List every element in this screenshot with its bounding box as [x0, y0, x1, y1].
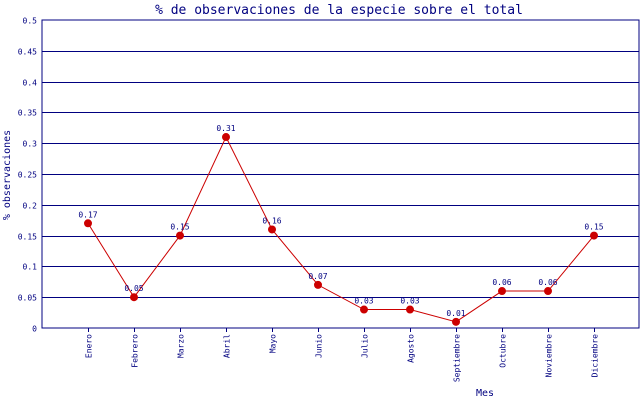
y-tick-label: 0.4	[23, 79, 38, 88]
data-label: 0.01	[446, 309, 465, 318]
y-tick-label: 0.25	[18, 171, 37, 180]
x-tick-label: Septiembre	[453, 334, 462, 382]
y-tick-label: 0.1	[23, 263, 38, 272]
data-point	[590, 231, 598, 240]
x-tick-label: Octubre	[499, 334, 508, 368]
x-tick-label: Noviembre	[545, 334, 554, 378]
data-label: 0.07	[308, 272, 327, 281]
data-point	[544, 287, 552, 296]
y-tick-label: 0.45	[18, 48, 37, 57]
x-tick-label: Abril	[223, 334, 232, 358]
y-tick-label: 0.05	[18, 294, 37, 303]
data-point	[130, 293, 138, 302]
data-point	[314, 280, 322, 289]
data-point	[360, 305, 368, 314]
y-tick-label: 0.15	[18, 233, 37, 242]
data-point	[176, 231, 184, 240]
y-tick-label: 0.5	[23, 17, 38, 26]
x-tick-label: Julio	[361, 334, 370, 358]
x-tick-label: Marzo	[177, 334, 186, 358]
data-labels: 0.17 0.05 0.15 0.31 0.16 0.07 0.03 0.03 0.01 0.06…	[78, 124, 603, 318]
data-points	[84, 133, 598, 326]
data-label: 0.31	[216, 124, 235, 133]
data-label: 0.15	[584, 223, 603, 232]
y-tick-label: 0.35	[18, 109, 37, 118]
data-label: 0.03	[354, 297, 373, 306]
data-label: 0.16	[262, 216, 281, 225]
data-label: 0.17	[78, 210, 97, 219]
x-axis-label: Mes	[476, 388, 494, 399]
y-axis-label: % observaciones	[2, 130, 13, 220]
data-label: 0.15	[170, 223, 189, 232]
chart-title: % de observaciones de la especie sobre e…	[155, 3, 523, 18]
data-label: 0.06	[492, 278, 511, 287]
data-label: 0.06	[538, 278, 557, 287]
data-point	[452, 317, 460, 326]
data-point	[406, 305, 414, 314]
data-point	[84, 219, 92, 228]
gridlines	[42, 51, 639, 298]
x-tick-label: Diciembre	[591, 334, 600, 378]
plot-frame	[41, 19, 640, 329]
x-tick-label: Enero	[85, 334, 94, 358]
y-tick-label: 0.3	[23, 140, 38, 149]
y-tick-label: 0	[32, 325, 37, 334]
x-tick-label: Agosto	[407, 334, 416, 363]
x-axis-ticks: Enero Febrero Marzo Abril Mayo Junio Julio Agos…	[85, 328, 600, 382]
x-tick-label: Mayo	[269, 334, 278, 353]
data-label: 0.03	[400, 297, 419, 306]
data-point	[498, 287, 506, 296]
y-axis-ticks: 0 0.05 0.1 0.15 0.2 0.25 0.3 0.35 0.4 0.45 0.5	[18, 17, 37, 334]
data-point	[268, 225, 276, 234]
y-tick-label: 0.2	[23, 202, 38, 211]
x-tick-label: Febrero	[131, 334, 140, 368]
series-line	[87, 135, 595, 323]
data-point	[222, 133, 230, 142]
x-tick-label: Junio	[315, 334, 324, 358]
data-label: 0.05	[124, 284, 143, 293]
